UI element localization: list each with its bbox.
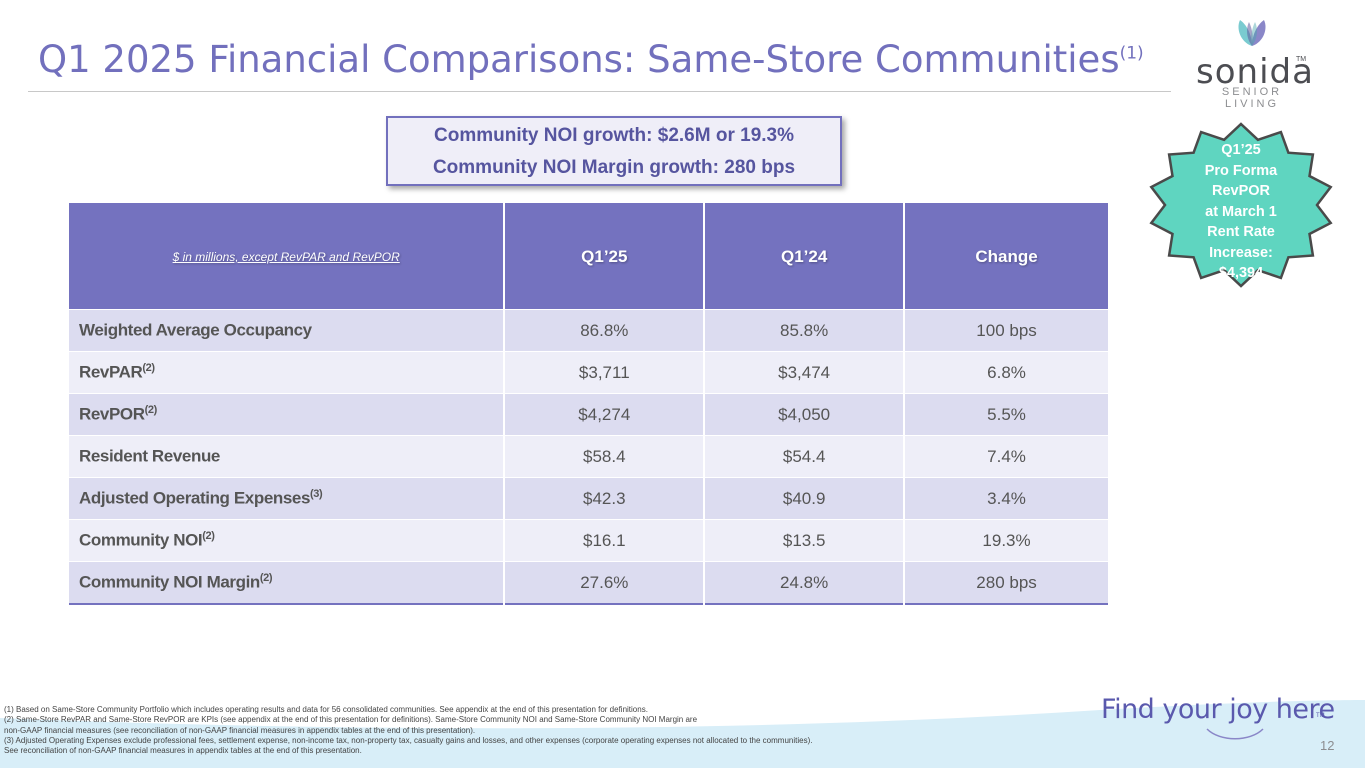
row-label: Resident Revenue bbox=[66, 435, 506, 478]
tagline-trademark: TM bbox=[1316, 713, 1325, 719]
starburst-text: Q1’25 Pro Forma RevPOR at March 1 Rent R… bbox=[1146, 140, 1336, 284]
row-label: Adjusted Operating Expenses(3) bbox=[66, 477, 506, 520]
row-footnote-ref: (2) bbox=[202, 530, 215, 543]
cell-q124: 24.8% bbox=[703, 561, 906, 604]
page-number: 12 bbox=[1320, 738, 1335, 753]
starburst-line: Rent Rate bbox=[1207, 224, 1275, 240]
row-footnote-ref: (2) bbox=[259, 572, 273, 585]
row-label: Community NOI(2) bbox=[66, 519, 506, 562]
page-title: Q1 2025 Financial Comparisons: Same-Stor… bbox=[38, 38, 1144, 81]
cell-q124: $4,050 bbox=[703, 393, 906, 436]
page-title-text: Q1 2025 Financial Comparisons: Same-Stor… bbox=[38, 38, 1120, 81]
callout-line-2-value: : 280 bps bbox=[712, 157, 796, 178]
logo-wordmark: sonida bbox=[1196, 52, 1314, 92]
cell-q124: $40.9 bbox=[703, 477, 906, 520]
table-row: RevPAR(2) $3,711 $3,474 6.8% bbox=[66, 351, 1110, 394]
table-row: Community NOI Margin(2) 27.6% 24.8% 280 … bbox=[66, 561, 1110, 604]
row-label: Weighted Average Occupancy bbox=[66, 309, 506, 352]
footnote-line: See reconciliation of non-GAAP financial… bbox=[4, 746, 362, 756]
row-footnote-ref: (2) bbox=[144, 404, 158, 417]
header-q124: Q1’24 bbox=[703, 204, 906, 310]
cell-q124: $54.4 bbox=[703, 435, 906, 478]
starburst-line: Pro Forma bbox=[1204, 162, 1278, 179]
row-label-text: Resident Revenue bbox=[79, 446, 220, 466]
header-change: Change bbox=[903, 204, 1110, 310]
callout-line-2-label: Community NOI Margin growth bbox=[432, 157, 713, 178]
table-row: Resident Revenue $58.4 $54.4 7.4% bbox=[66, 435, 1110, 478]
cell-change: 19.3% bbox=[903, 519, 1110, 562]
callout-line-1: Community NOI growth: $2.6M or 19.3% bbox=[388, 120, 840, 152]
row-label-text: Community NOI Margin bbox=[79, 572, 260, 592]
table-row: Adjusted Operating Expenses(3) $42.3 $40… bbox=[66, 477, 1110, 520]
cell-change: 3.4% bbox=[903, 477, 1110, 520]
title-footnote-ref: (1) bbox=[1119, 43, 1144, 64]
footnote-line: (3) Adjusted Operating Expenses exclude … bbox=[4, 735, 813, 745]
revpor-starburst: Q1’25 Pro Forma RevPOR at March 1 Rent R… bbox=[1146, 120, 1336, 290]
cell-q125: 86.8% bbox=[503, 309, 706, 352]
cell-q125: 27.6% bbox=[503, 561, 706, 604]
starburst-line: Increase: bbox=[1209, 244, 1273, 261]
title-divider bbox=[28, 91, 1171, 92]
row-label-text: Weighted Average Occupancy bbox=[79, 320, 312, 340]
cell-q124: 85.8% bbox=[703, 309, 906, 352]
cell-change: 280 bps bbox=[903, 561, 1110, 604]
row-label: RevPOR(2) bbox=[66, 393, 506, 436]
cell-change: 5.5% bbox=[903, 393, 1110, 436]
starburst-line: RevPOR bbox=[1211, 183, 1271, 199]
starburst-shape bbox=[1149, 122, 1333, 288]
row-label: Community NOI Margin(2) bbox=[66, 561, 506, 604]
cell-change: 7.4% bbox=[903, 435, 1110, 478]
tagline: Find your joy here bbox=[1101, 694, 1335, 725]
footnotes: (1) Based on Same-Store Community Portfo… bbox=[4, 705, 1044, 756]
row-label-text: Adjusted Operating Expenses bbox=[79, 488, 311, 508]
cell-q125: $3,711 bbox=[503, 351, 706, 394]
footnote-line: non-GAAP financial measures (see reconci… bbox=[4, 725, 476, 735]
row-label-text: RevPAR bbox=[79, 362, 143, 382]
row-label-text: RevPOR bbox=[79, 404, 145, 424]
footnote-line: (2) Same-Store RevPAR and Same-Store Rev… bbox=[4, 715, 698, 725]
row-label: RevPAR(2) bbox=[66, 351, 506, 394]
cell-q124: $13.5 bbox=[703, 519, 906, 562]
table-row: Community NOI(2) $16.1 $13.5 19.3% bbox=[66, 519, 1110, 562]
footnote-line: (1) Based on Same-Store Community Portfo… bbox=[4, 705, 648, 714]
smile-swoosh-icon bbox=[1206, 728, 1264, 740]
cell-q125: $16.1 bbox=[503, 519, 706, 562]
row-label-text: Community NOI bbox=[79, 530, 203, 550]
financial-comparison-table: $ in millions, except RevPAR and RevPOR … bbox=[66, 203, 1110, 605]
footer-band bbox=[0, 700, 1365, 768]
sonida-logo: sonida TM SENIOR LIVING bbox=[1196, 14, 1314, 110]
callout-line-2: Community NOI Margin growth: 280 bps bbox=[388, 152, 840, 184]
table-row: Weighted Average Occupancy 86.8% 85.8% 1… bbox=[66, 309, 1110, 352]
starburst-line: at March 1 bbox=[1205, 203, 1277, 220]
header-q125: Q1’25 bbox=[503, 204, 706, 310]
cell-change: 100 bps bbox=[903, 309, 1110, 352]
logo-trademark: TM bbox=[1296, 56, 1307, 63]
row-footnote-ref: (3) bbox=[310, 488, 323, 501]
cell-q124: $3,474 bbox=[703, 351, 906, 394]
cell-q125: $58.4 bbox=[503, 435, 706, 478]
noi-growth-callout: Community NOI growth: $2.6M or 19.3% Com… bbox=[386, 116, 842, 186]
butterfly-logo-icon bbox=[1238, 20, 1266, 46]
logo-subtitle: SENIOR LIVING bbox=[1221, 86, 1283, 110]
row-footnote-ref: (2) bbox=[142, 362, 155, 375]
callout-line-1-label: Community NOI growth bbox=[434, 125, 647, 146]
cell-change: 6.8% bbox=[903, 351, 1110, 394]
table-header-row: $ in millions, except RevPAR and RevPOR … bbox=[66, 204, 1110, 310]
starburst-line: Q1’25 bbox=[1221, 142, 1261, 158]
cell-q125: $4,274 bbox=[503, 393, 706, 436]
cell-q125: $42.3 bbox=[503, 477, 706, 520]
starburst-line: $4,394 bbox=[1218, 265, 1264, 281]
table-row: RevPOR(2) $4,274 $4,050 5.5% bbox=[66, 393, 1110, 436]
header-units-note: $ in millions, except RevPAR and RevPOR bbox=[66, 204, 506, 310]
callout-line-1-value: : $2.6M or 19.3% bbox=[646, 125, 794, 146]
